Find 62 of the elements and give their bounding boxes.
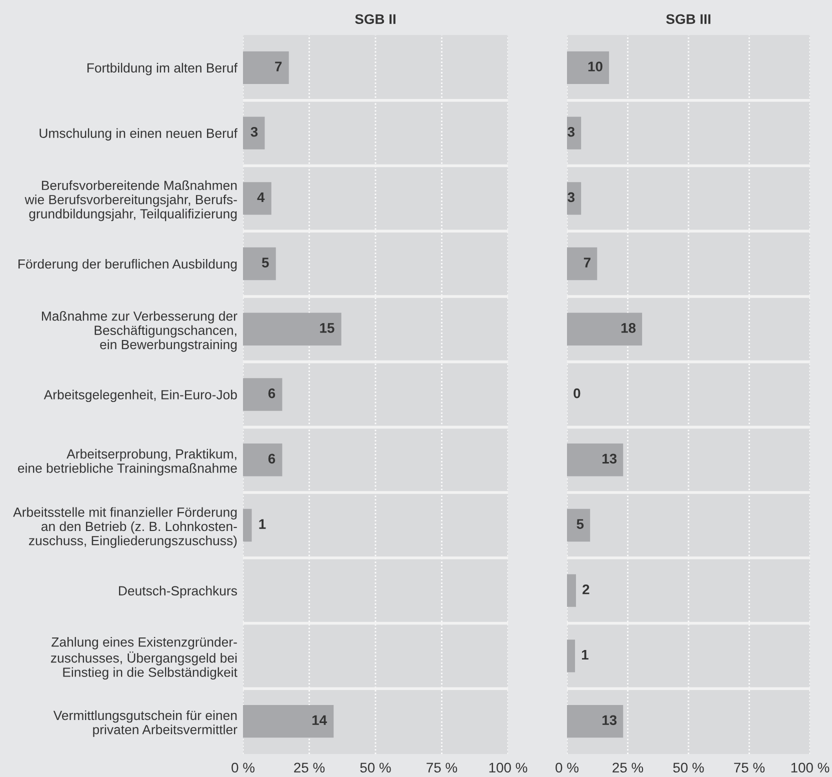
y-tick-label: Arbeitsgelegenheit, Ein-Euro-Job [44,390,237,402]
y-tick-label: Umschulung in einen neuen Beruf [40,128,238,141]
y-tick-label: Fortbildung im alten Beruf [87,62,238,76]
x-tick-label: 50 % [360,762,391,773]
annotation: 4 [257,192,265,202]
bar [567,444,624,476]
annotation: 14 [312,715,327,725]
bar [243,51,289,84]
y-tick-label: Arbeitserprobung, Praktikum, eine betriebliche Trainingsmaßnahme [18,448,237,476]
y-tick-label: Arbeitsstelle mit finanzieller Förderung an den Betrieb (z. B. Lohnkosten- zuschuss, Eingliederungszuschuss) [13,507,237,548]
x-tick-label: 50 % [673,762,704,773]
annotation: 1 [582,650,588,660]
bar [243,116,265,150]
y-tick-label: Zahlung eines Existenzgründer- zuschusses, Übergangsgeld bei Einstieg in die Selbständigkeit [50,637,238,680]
y-tick-label: Maßnahme zur Verbesserung der Beschäftigungschancen, ein Bewerbungstraining [42,311,238,352]
chart-title: SGB II [355,14,396,24]
x-tick-label: 0 % [556,762,578,773]
annotation: 3 [250,126,258,137]
x-tick-label: 100 % [791,762,830,773]
x-tick-label: 75 % [426,762,458,773]
annotation: 7 [275,62,282,72]
annotation: 3 [568,192,575,202]
annotation: 13 [602,454,617,464]
x-tick-label: 25 % [294,762,325,773]
x-tick-label: 75 % [734,762,765,773]
bar [567,182,582,215]
bar [243,704,334,738]
annotation: 2 [582,584,590,594]
x-tick-label: 25 % [612,762,644,773]
bar [243,378,282,411]
bar [567,508,590,542]
x-tick-label: 0 % [232,762,254,773]
bar [243,182,272,215]
annotation: 10 [588,62,602,72]
x-tick-label: 100 % [489,762,528,773]
y-tick-label: Berufsvorbereitende Maßnahmen wie Berufsvorbereitungsjahr, Berufs- grundbildungsjahr, Teilqualifizierung [24,180,237,222]
bar [567,116,582,150]
chart-title: SGB III [666,14,710,24]
y-tick-label: Förderung der beruflichen Ausbildung [18,258,237,272]
annotation: 7 [584,258,590,268]
annotation: 5 [262,258,269,268]
bar [567,51,610,84]
annotation: 13 [602,715,617,726]
y-tick-label: Vermittlungsgutschein für einen privaten Arbeitsvermittler [53,710,238,737]
annotation: 0 [574,388,580,398]
annotation: 6 [268,388,276,398]
bar [567,247,598,280]
bar [243,247,276,280]
annotation: 6 [268,454,276,464]
bar [567,312,642,346]
y-tick-label: Deutsch-Sprachkurs [119,586,237,598]
bar [243,508,252,542]
annotation: 15 [320,323,334,333]
bar [243,444,282,476]
bar [567,704,624,738]
annotation: 18 [621,323,636,333]
annotation: 5 [576,519,584,529]
annotation: 1 [259,519,266,529]
bar [243,312,342,346]
bar [567,640,576,672]
annotation: 3 [568,126,575,137]
bar [567,574,576,607]
